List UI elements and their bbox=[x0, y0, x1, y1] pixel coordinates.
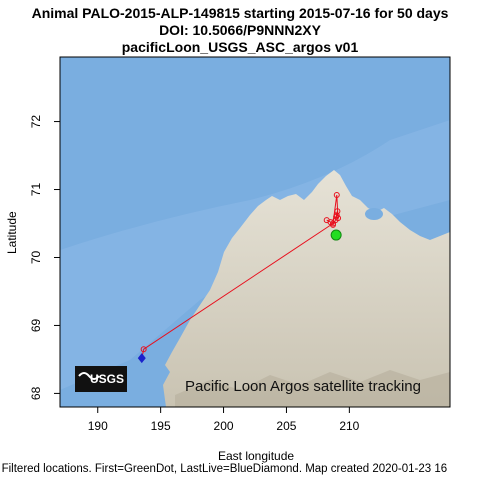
y-ticks: 68 69 70 71 72 bbox=[29, 115, 60, 400]
x-tick-label: 195 bbox=[151, 419, 171, 433]
title-line-1: Animal PALO-2015-ALP-149815 starting 201… bbox=[31, 5, 449, 21]
x-axis-label: East longitude bbox=[218, 449, 295, 463]
x-ticks: 190 195 200 205 210 bbox=[88, 407, 360, 433]
logo-text: USGS bbox=[90, 372, 124, 386]
x-tick-label: 190 bbox=[88, 419, 108, 433]
caption: 0 Filtered locations. First=GreenDot, La… bbox=[0, 463, 448, 475]
first-location-dot bbox=[330, 229, 342, 241]
location-point bbox=[140, 346, 147, 353]
last-location-diamond bbox=[137, 353, 146, 364]
track-layer bbox=[137, 191, 342, 364]
x-tick-label: 200 bbox=[214, 419, 234, 433]
x-tick-label: 210 bbox=[339, 419, 359, 433]
title-line-3: pacificLoon_USGS_ASC_argos v01 bbox=[121, 39, 359, 55]
title-line-2: DOI: 10.5066/P9NNN2XY bbox=[159, 22, 321, 38]
location-point bbox=[334, 208, 341, 215]
y-tick-label: 69 bbox=[29, 318, 43, 332]
location-point bbox=[335, 215, 342, 222]
location-point bbox=[330, 220, 336, 227]
usgs-logo: USGS bbox=[75, 366, 127, 392]
lagoon bbox=[365, 208, 383, 220]
tracking-overlay-text: Pacific Loon Argos satellite tracking bbox=[185, 378, 421, 395]
x-tick-label: 205 bbox=[276, 419, 296, 433]
location-point bbox=[333, 191, 340, 198]
y-tick-label: 70 bbox=[29, 250, 43, 264]
y-axis-label: Latitude bbox=[5, 211, 19, 254]
land-mass bbox=[163, 170, 450, 407]
y-tick-label: 71 bbox=[29, 183, 43, 197]
plot-frame bbox=[59, 56, 451, 408]
y-tick-label: 72 bbox=[29, 115, 43, 129]
mountain-texture bbox=[175, 370, 450, 407]
y-tick-label: 68 bbox=[29, 386, 43, 400]
